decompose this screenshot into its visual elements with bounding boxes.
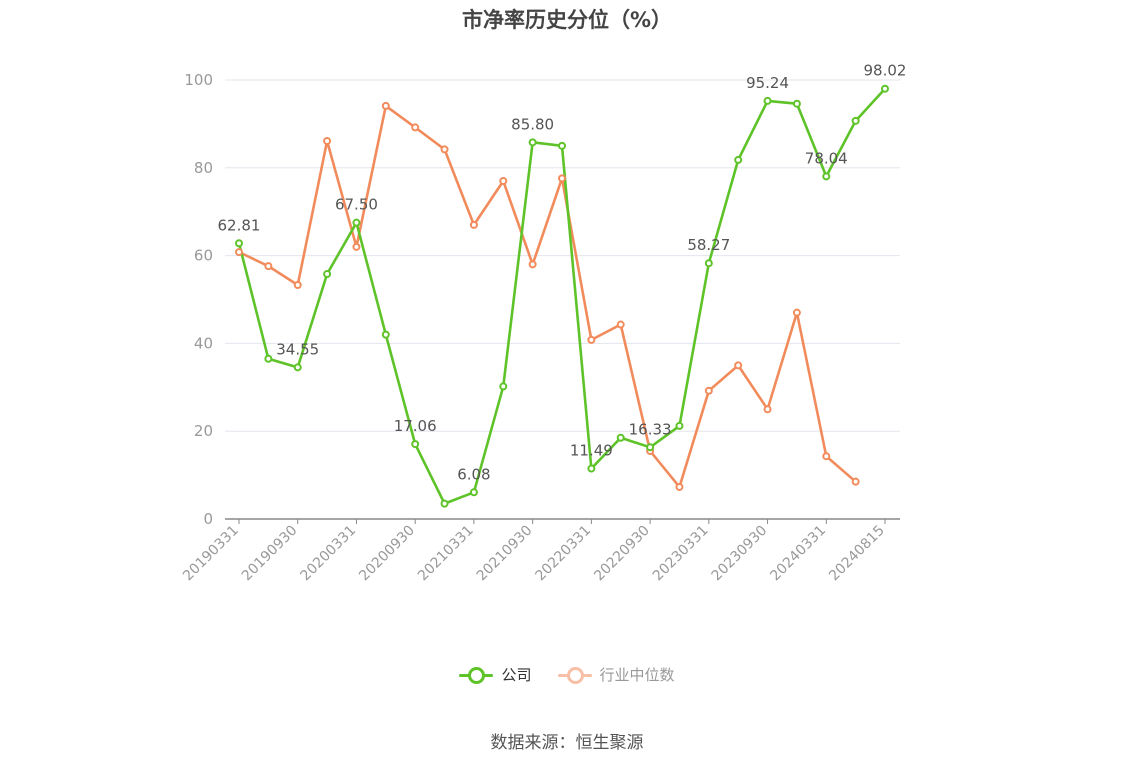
- company-point: [323, 270, 332, 279]
- industry-median-point: [440, 145, 449, 154]
- y-tick-label: 60: [194, 247, 213, 265]
- industry-median-point: [734, 361, 743, 370]
- company-point: [646, 443, 655, 452]
- company-point: [558, 141, 566, 150]
- x-tick-label: 20240815: [826, 523, 888, 585]
- company-data-label: 58.27: [687, 236, 730, 254]
- company-point: [851, 116, 860, 125]
- company-point: [440, 499, 449, 508]
- industry-median-point: [558, 174, 566, 183]
- x-tick-label: 20220331: [532, 523, 594, 585]
- industry-median-point: [587, 335, 596, 344]
- company-point: [293, 363, 302, 372]
- y-tick-label: 80: [194, 159, 213, 177]
- company-data-label: 67.50: [335, 196, 378, 214]
- industry-median-point: [264, 262, 273, 271]
- company-point: [469, 488, 478, 497]
- y-tick-label: 0: [203, 510, 213, 528]
- x-tick-label: 20230331: [650, 523, 712, 585]
- company-point: [763, 96, 772, 105]
- x-tick-label: 20200331: [298, 523, 360, 585]
- company-point: [264, 354, 273, 363]
- industry-median-point: [704, 386, 713, 395]
- company-data-label: 17.06: [394, 417, 437, 435]
- company-data-label: 11.49: [570, 442, 613, 460]
- company-point: [528, 138, 537, 147]
- x-tick-label: 20240331: [767, 523, 829, 585]
- company-point: [616, 433, 625, 442]
- company-point: [704, 259, 713, 268]
- x-tick-label: 20230930: [709, 523, 771, 585]
- company-point: [381, 330, 390, 339]
- industry-median-point: [792, 308, 801, 317]
- company-point: [734, 155, 743, 164]
- company-data-label: 34.55: [276, 340, 319, 358]
- legend-industry-label: 行业中位数: [599, 666, 675, 684]
- industry-median-point: [411, 123, 420, 132]
- chart-title: 市净率历史分位（%）: [461, 8, 673, 32]
- legend-item-industry-median[interactable]: 行业中位数: [557, 664, 675, 685]
- industry-median-point: [469, 220, 478, 229]
- legend-industry-marker-icon: [557, 666, 592, 684]
- company-data-label: 16.33: [629, 420, 672, 438]
- legend-company-marker-icon: [459, 666, 494, 684]
- x-tick-label: 20200930: [356, 523, 418, 585]
- industry-median-point: [499, 176, 508, 185]
- company-data-label: 78.04: [805, 149, 848, 167]
- industry-median-point: [528, 260, 537, 269]
- legend-company-label: 公司: [501, 666, 532, 684]
- legend-item-company[interactable]: 公司: [459, 664, 532, 685]
- company-point: [235, 239, 243, 248]
- company-point: [499, 382, 508, 391]
- company-data-label: 6.08: [457, 465, 490, 483]
- company-point: [411, 440, 420, 449]
- x-tick-label: 20190331: [180, 523, 242, 585]
- industry-median-point: [352, 242, 361, 251]
- industry-median-point: [381, 101, 390, 110]
- company-point: [675, 421, 684, 430]
- industry-median-point: [616, 320, 625, 329]
- source-note: 数据来源：恒生聚源: [490, 733, 644, 753]
- industry-median-point: [822, 452, 831, 461]
- legend: 公司 行业中位数: [0, 664, 1134, 685]
- industry-median-point: [851, 477, 860, 486]
- company-point: [881, 84, 889, 93]
- series-line-company: [237, 87, 886, 505]
- industry-median-point: [293, 281, 302, 290]
- x-tick-label: 20210331: [415, 523, 477, 585]
- company-point: [822, 172, 831, 181]
- company-data-label: 62.81: [218, 216, 261, 234]
- industry-median-point: [763, 405, 772, 414]
- y-tick-label: 20: [194, 422, 213, 440]
- company-point: [352, 218, 361, 227]
- x-tick-label: 20220930: [591, 523, 653, 585]
- company-data-label: 98.02: [864, 62, 907, 80]
- y-tick-label: 40: [194, 334, 213, 352]
- company-point: [792, 99, 801, 108]
- line-chart: 0 20 40 60 80 100 2019033120190930202003312020…: [180, 62, 907, 585]
- company-data-label: 95.24: [746, 74, 789, 92]
- x-tick-label: 20210930: [474, 523, 536, 585]
- company-data-label: 85.80: [511, 115, 554, 133]
- company-point: [587, 464, 596, 473]
- x-tick-label: 20190930: [239, 523, 301, 585]
- series-line-industry-median: [238, 104, 857, 489]
- industry-median-point: [675, 482, 684, 491]
- industry-median-point: [235, 248, 243, 257]
- industry-median-point: [323, 137, 332, 146]
- y-tick-label: 100: [184, 71, 213, 89]
